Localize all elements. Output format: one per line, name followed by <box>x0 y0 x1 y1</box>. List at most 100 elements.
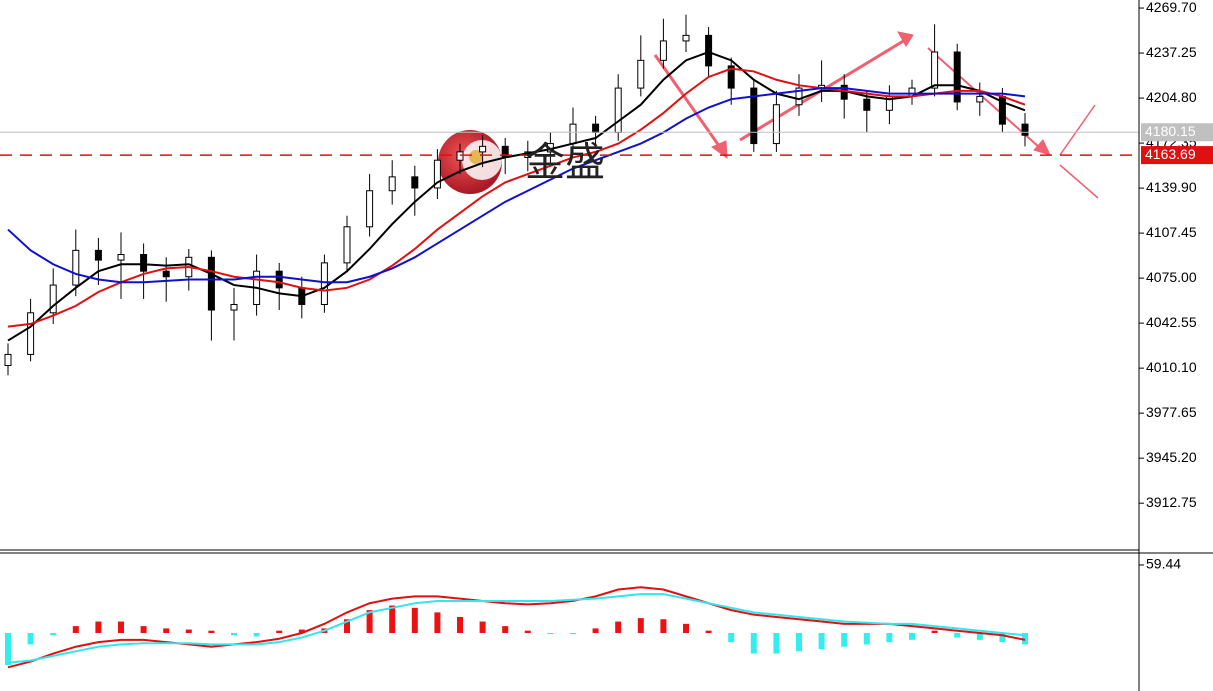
histogram-bar <box>931 630 938 633</box>
histogram-bar <box>818 632 825 650</box>
histogram-bar <box>999 632 1006 643</box>
histogram-bar <box>411 607 418 633</box>
price-label: 4180.15 <box>1145 123 1196 139</box>
logo <box>438 130 502 194</box>
histogram-bar <box>547 632 554 635</box>
histogram-bar <box>728 632 735 643</box>
candle-body <box>49 284 57 314</box>
histogram-bar <box>5 632 11 666</box>
histogram-bar <box>479 621 486 633</box>
candle-body <box>117 254 125 261</box>
candle-body <box>411 176 419 189</box>
histogram-bar <box>637 618 644 633</box>
candle-body <box>72 249 80 286</box>
price-label: 4163.69 <box>1145 146 1196 162</box>
candle-body <box>343 226 351 264</box>
candle-body <box>614 87 622 133</box>
histogram-bar <box>863 632 870 645</box>
y-tick-label: 4075.00 <box>1146 269 1197 285</box>
candle-body <box>433 159 441 189</box>
y-tick-label: 4139.90 <box>1146 179 1197 195</box>
histogram-bar <box>796 632 802 652</box>
histogram-bar <box>886 632 893 643</box>
candle-body <box>659 40 667 61</box>
candle-body <box>795 87 803 106</box>
candle-body <box>1021 123 1029 136</box>
candle-body <box>976 95 984 103</box>
histogram-bar <box>50 632 57 636</box>
candle-body <box>592 123 600 133</box>
candle-body <box>94 249 102 261</box>
price-label-box <box>1141 146 1213 165</box>
histogram-bar <box>954 632 961 638</box>
y-tick-label: 3912.75 <box>1146 494 1197 510</box>
candle-body <box>727 65 735 89</box>
histogram-bar <box>118 621 124 633</box>
candle-body <box>4 353 12 367</box>
histogram-bar <box>976 632 983 640</box>
candle-body <box>479 145 487 153</box>
candle-body <box>207 256 215 311</box>
candle-body <box>388 176 396 192</box>
histogram-bar <box>140 626 147 633</box>
candle-body <box>637 59 645 89</box>
histogram-bar <box>185 629 192 633</box>
histogram-bar <box>366 610 373 633</box>
candle-body <box>456 151 464 161</box>
candle-body <box>931 51 939 89</box>
candle-body <box>162 270 170 278</box>
histogram-bar <box>909 632 915 640</box>
histogram-bar <box>276 630 283 633</box>
line <box>7 50 1026 342</box>
histogram-bar <box>592 628 599 633</box>
line <box>7 67 1026 328</box>
y-tick-label: 3945.20 <box>1146 449 1197 465</box>
candle-body <box>140 254 148 272</box>
histogram-bar <box>231 632 237 636</box>
candle-body <box>320 262 328 305</box>
line <box>7 87 1026 284</box>
histogram-bar <box>660 619 667 633</box>
histogram-bar <box>502 626 509 633</box>
histogram-bar <box>457 616 463 633</box>
candle-body <box>953 51 961 103</box>
candle-body <box>705 34 713 67</box>
histogram-bar <box>524 630 531 633</box>
histogram-bar <box>389 605 396 633</box>
histogram-bar <box>253 632 260 637</box>
histogram-bar <box>163 628 170 633</box>
histogram-bar <box>208 630 215 633</box>
candle-body <box>27 312 35 355</box>
y-tick-label: 4237.25 <box>1146 44 1197 60</box>
price-label-box <box>1141 123 1213 142</box>
line <box>7 586 1026 669</box>
histogram-bar <box>434 612 441 633</box>
histogram-bar <box>750 632 757 654</box>
histogram-bar <box>72 626 79 633</box>
y-tick-label: 4010.10 <box>1146 359 1197 375</box>
histogram-bar <box>773 632 780 654</box>
histogram-bar <box>27 632 34 645</box>
histogram-bar <box>683 623 689 633</box>
candle-body <box>230 303 238 311</box>
histogram-bar <box>705 630 712 633</box>
candle-body <box>275 270 283 289</box>
histogram-bar <box>95 621 102 633</box>
y-tick-label: 4204.80 <box>1146 89 1197 105</box>
histogram-bar <box>344 619 350 633</box>
histogram-bar <box>1022 632 1028 645</box>
y-tick-label: 4107.45 <box>1146 224 1197 240</box>
candle-body <box>750 87 758 145</box>
candle-body <box>772 104 780 145</box>
candle-body <box>366 190 374 228</box>
watermark: 金盛 <box>525 141 605 185</box>
histogram-bar <box>615 621 622 633</box>
candle-body <box>863 98 871 111</box>
line <box>7 593 1026 664</box>
candle-body <box>682 34 690 42</box>
histogram-bar <box>570 632 576 635</box>
y-tick-label: 4042.55 <box>1146 314 1197 330</box>
y-tick-label: 4269.70 <box>1146 0 1197 15</box>
y-tick-label: 3977.65 <box>1146 404 1197 420</box>
